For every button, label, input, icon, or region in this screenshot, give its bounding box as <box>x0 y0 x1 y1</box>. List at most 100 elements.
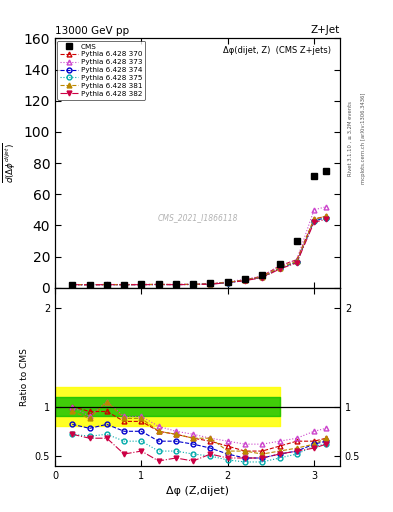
Pythia 6.428 373 <box>324 204 329 210</box>
Pythia 6.428 382 <box>174 282 178 288</box>
Pythia 6.428 381 <box>242 277 247 283</box>
Pythia 6.428 382 <box>105 282 109 288</box>
Pythia 6.428 375 <box>122 282 127 288</box>
CMS <box>174 281 178 287</box>
Pythia 6.428 381 <box>277 265 282 271</box>
Pythia 6.428 370 <box>191 281 196 287</box>
Line: Pythia 6.428 370: Pythia 6.428 370 <box>70 214 329 287</box>
CMS <box>242 276 247 282</box>
Pythia 6.428 382 <box>312 219 316 225</box>
Pythia 6.428 373 <box>208 281 213 287</box>
Pythia 6.428 375 <box>174 282 178 288</box>
Pythia 6.428 375 <box>242 277 247 283</box>
CMS <box>324 168 329 174</box>
Pythia 6.428 373 <box>174 282 178 288</box>
Pythia 6.428 373 <box>294 257 299 263</box>
Pythia 6.428 370 <box>208 281 213 287</box>
CMS <box>87 282 92 288</box>
Pythia 6.428 373 <box>191 281 196 287</box>
Pythia 6.428 382 <box>191 282 196 288</box>
Pythia 6.428 374 <box>156 282 161 288</box>
Pythia 6.428 373 <box>105 282 109 288</box>
Pythia 6.428 374 <box>208 281 213 287</box>
Text: 13000 GeV pp: 13000 GeV pp <box>55 26 129 36</box>
Pythia 6.428 382 <box>277 266 282 272</box>
Pythia 6.428 374 <box>260 274 264 280</box>
Pythia 6.428 373 <box>242 276 247 282</box>
Pythia 6.428 375 <box>294 259 299 265</box>
Pythia 6.428 381 <box>139 282 144 288</box>
Y-axis label: Ratio to CMS: Ratio to CMS <box>20 348 29 406</box>
Pythia 6.428 381 <box>260 274 264 280</box>
CMS <box>294 238 299 244</box>
Pythia 6.428 375 <box>324 215 329 221</box>
Pythia 6.428 381 <box>294 258 299 264</box>
Y-axis label: $\frac{d\sigma}{d(\Delta\phi^{dijet})}$: $\frac{d\sigma}{d(\Delta\phi^{dijet})}$ <box>0 143 18 183</box>
Pythia 6.428 370 <box>324 213 329 219</box>
Pythia 6.428 370 <box>70 282 75 288</box>
Pythia 6.428 382 <box>156 282 161 288</box>
Pythia 6.428 382 <box>70 282 75 288</box>
Pythia 6.428 374 <box>242 277 247 283</box>
Pythia 6.428 370 <box>260 273 264 279</box>
Line: Pythia 6.428 381: Pythia 6.428 381 <box>70 214 329 287</box>
Pythia 6.428 373 <box>312 207 316 213</box>
Text: CMS_2021_I1866118: CMS_2021_I1866118 <box>157 214 238 222</box>
CMS <box>312 173 316 179</box>
Legend: CMS, Pythia 6.428 370, Pythia 6.428 373, Pythia 6.428 374, Pythia 6.428 375, Pyt: CMS, Pythia 6.428 370, Pythia 6.428 373,… <box>57 40 145 99</box>
Pythia 6.428 374 <box>174 282 178 288</box>
Pythia 6.428 370 <box>277 263 282 269</box>
Pythia 6.428 374 <box>294 259 299 265</box>
Pythia 6.428 370 <box>242 277 247 283</box>
Pythia 6.428 381 <box>70 282 75 288</box>
Pythia 6.428 375 <box>225 280 230 286</box>
Text: Z+Jet: Z+Jet <box>311 25 340 35</box>
Pythia 6.428 375 <box>70 282 75 288</box>
Pythia 6.428 381 <box>324 213 329 219</box>
CMS <box>260 272 264 279</box>
Pythia 6.428 382 <box>225 280 230 286</box>
Pythia 6.428 373 <box>260 273 264 279</box>
Pythia 6.428 375 <box>208 281 213 287</box>
Pythia 6.428 374 <box>139 282 144 288</box>
Pythia 6.428 375 <box>312 218 316 224</box>
Pythia 6.428 373 <box>225 279 230 285</box>
Pythia 6.428 375 <box>105 282 109 288</box>
Pythia 6.428 374 <box>105 282 109 288</box>
CMS <box>225 279 230 285</box>
Pythia 6.428 370 <box>139 282 144 288</box>
Pythia 6.428 370 <box>294 257 299 263</box>
Pythia 6.428 381 <box>156 282 161 288</box>
Pythia 6.428 375 <box>139 282 144 288</box>
Pythia 6.428 374 <box>122 282 127 288</box>
Pythia 6.428 373 <box>277 263 282 269</box>
Pythia 6.428 374 <box>70 282 75 288</box>
Pythia 6.428 373 <box>156 281 161 287</box>
Line: Pythia 6.428 374: Pythia 6.428 374 <box>70 215 329 287</box>
Pythia 6.428 375 <box>156 282 161 288</box>
Pythia 6.428 381 <box>174 282 178 288</box>
Pythia 6.428 382 <box>139 282 144 288</box>
Pythia 6.428 373 <box>139 282 144 288</box>
Pythia 6.428 382 <box>324 216 329 222</box>
Line: Pythia 6.428 382: Pythia 6.428 382 <box>70 217 329 287</box>
Text: mcplots.cern.ch [arXiv:1306.3436]: mcplots.cern.ch [arXiv:1306.3436] <box>361 93 366 184</box>
Text: Rivet 3.1.10 , ≥ 3.2M events: Rivet 3.1.10 , ≥ 3.2M events <box>348 101 353 176</box>
CMS <box>208 281 213 287</box>
Pythia 6.428 375 <box>277 265 282 271</box>
Pythia 6.428 382 <box>294 260 299 266</box>
Pythia 6.428 381 <box>122 282 127 288</box>
CMS <box>156 281 161 287</box>
Pythia 6.428 374 <box>324 215 329 221</box>
Line: CMS: CMS <box>69 168 329 288</box>
Pythia 6.428 375 <box>260 274 264 280</box>
Line: Pythia 6.428 373: Pythia 6.428 373 <box>70 204 329 287</box>
CMS <box>139 281 144 287</box>
Pythia 6.428 382 <box>260 274 264 281</box>
Pythia 6.428 382 <box>208 281 213 287</box>
Pythia 6.428 374 <box>87 282 92 288</box>
Pythia 6.428 374 <box>312 218 316 224</box>
Pythia 6.428 370 <box>174 282 178 288</box>
CMS <box>122 282 127 288</box>
Pythia 6.428 381 <box>191 281 196 287</box>
